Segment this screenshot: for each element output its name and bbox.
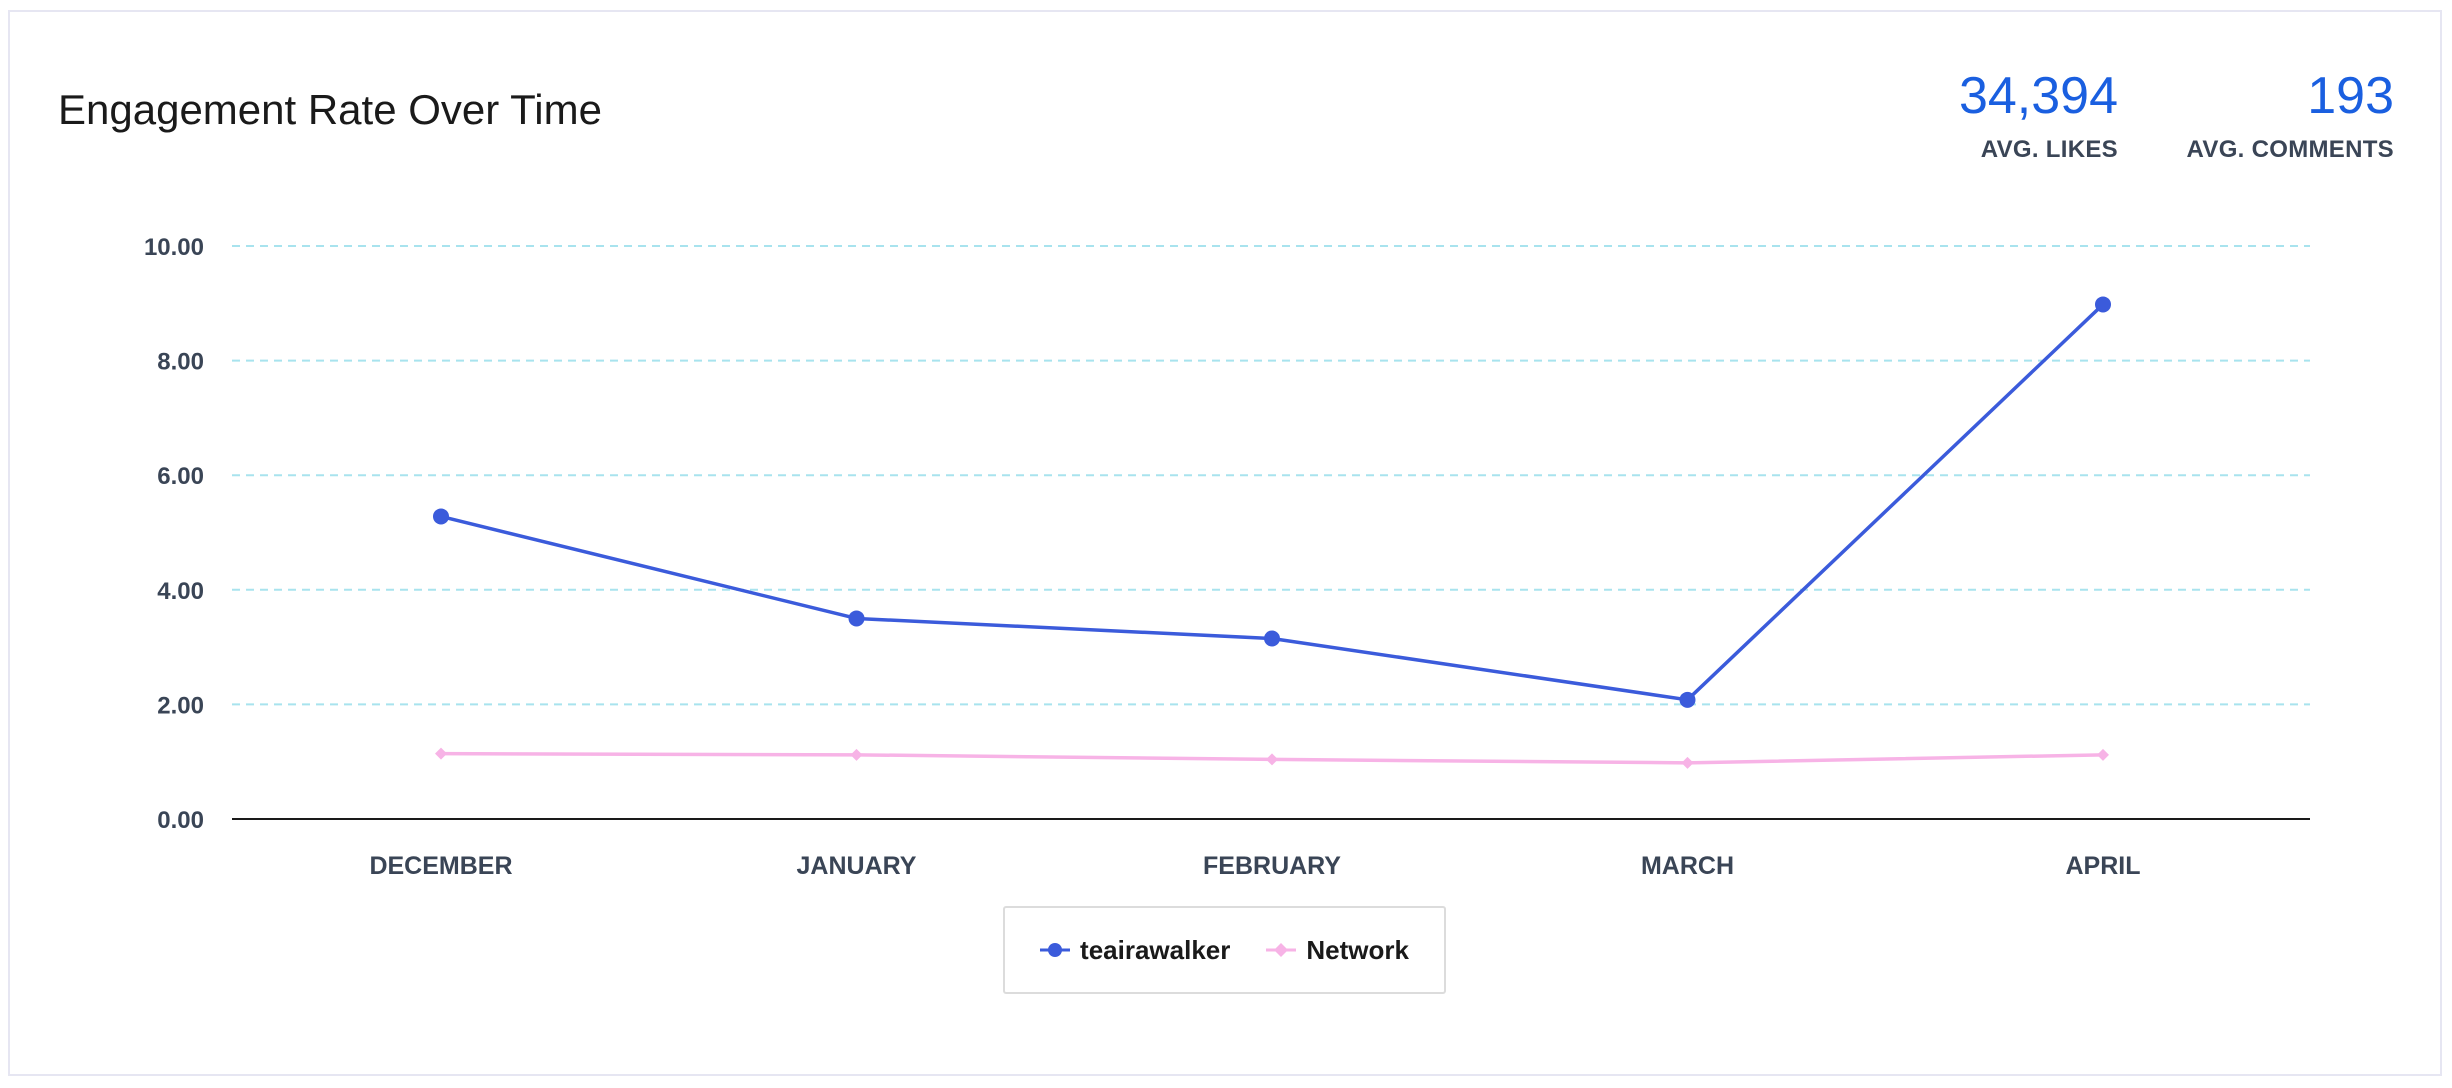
data-point-teairawalker[interactable] (1264, 630, 1280, 647)
avg-comments-label: AVG. COMMENTS (2186, 136, 2394, 163)
data-point-network[interactable] (850, 748, 863, 761)
y-tick-label: 0.00 (157, 807, 204, 834)
data-point-network[interactable] (435, 747, 447, 760)
x-tick-label: JANUARY (797, 852, 917, 880)
x-tick-label: APRIL (2066, 852, 2141, 880)
x-tick-label: FEBRUARY (1203, 852, 1341, 880)
chart-legend: teairawalker Network (1003, 906, 1446, 994)
series-layer (433, 296, 2111, 769)
y-tick-label: 2.00 (157, 692, 204, 719)
x-tick-label: MARCH (1641, 852, 1734, 880)
y-tick-label: 10.00 (144, 234, 204, 261)
legend-item-teairawalker[interactable]: teairawalker (1040, 935, 1230, 966)
x-tick-label: DECEMBER (369, 852, 512, 880)
data-point-teairawalker[interactable] (433, 508, 449, 525)
y-axis-ticks: 0.00 2.00 4.00 6.00 8.00 10.00 (144, 234, 204, 834)
avg-likes-label: AVG. LIKES (1980, 136, 2118, 163)
data-point-network[interactable] (1681, 756, 1694, 769)
avg-comments-value: 193 (2307, 67, 2394, 125)
data-point-teairawalker[interactable] (1679, 691, 1696, 708)
data-point-teairawalker[interactable] (2095, 296, 2111, 313)
avg-likes-value: 34,394 (1958, 67, 2118, 125)
data-point-network[interactable] (2097, 748, 2109, 761)
legend-item-network[interactable]: Network (1266, 935, 1409, 966)
grid-lines (232, 245, 2310, 820)
y-tick-label: 6.00 (157, 463, 204, 490)
legend-label-network: Network (1306, 934, 1409, 965)
legend-diamond-marker-icon (1266, 943, 1297, 957)
legend-circle-marker-icon (1040, 943, 1071, 957)
y-tick-label: 8.00 (157, 349, 204, 376)
chart-title: Engagement Rate Over Time (58, 86, 602, 133)
data-point-network[interactable] (1266, 753, 1278, 766)
legend-label-teairawalker: teairawalker (1080, 934, 1231, 965)
chart-card (8, 10, 2442, 1076)
avg-likes-stat: 34,394 AVG. LIKES (1959, 70, 2118, 164)
data-point-teairawalker[interactable] (848, 610, 865, 627)
x-axis-ticks: DECEMBER JANUARY FEBRUARY MARCH APRIL (369, 852, 2140, 880)
avg-comments-stat: 193 AVG. COMMENTS (2187, 70, 2394, 164)
y-tick-label: 4.00 (157, 578, 204, 605)
